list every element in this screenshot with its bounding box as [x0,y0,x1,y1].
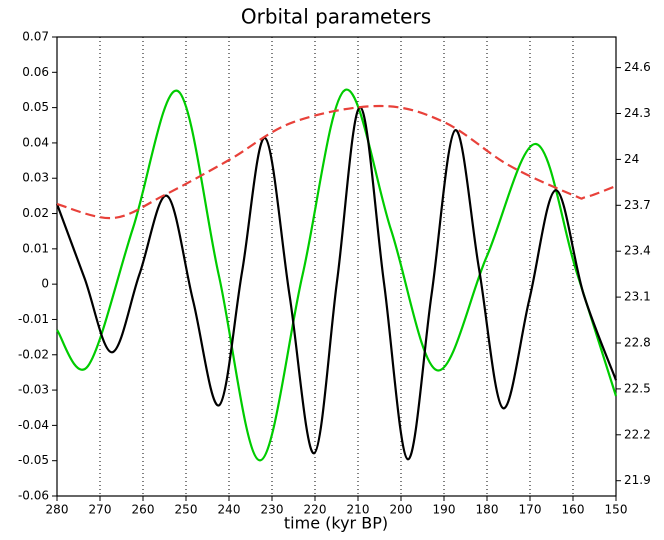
y2-tick-label: 24.3 [624,106,651,120]
y-tick-label: 0 [41,277,49,291]
x-tick-label: 220 [304,503,327,517]
y-tick-label: 0.04 [22,135,49,149]
x-tick-label: 280 [46,503,69,517]
y-tick-label: -0.02 [18,347,49,361]
y-tick-label: 0.05 [22,100,49,114]
y-tick-label: 0.07 [22,30,49,44]
chart-title: Orbital parameters [241,5,431,29]
series-line [55,106,618,461]
y-tick-label: 0.02 [22,206,49,220]
y2-tick-label: 21.9 [624,473,651,487]
y-tick-label: 0.01 [22,241,49,255]
x-tick-label: 170 [519,503,542,517]
y2-tick-label: 22.2 [624,427,651,441]
y2-tick-label: 22.8 [624,336,651,350]
y-tick-label: -0.04 [18,418,49,432]
y-tick-label: -0.03 [18,383,49,397]
y2-tick-label: 24.6 [624,60,651,74]
y-tick-label: -0.06 [18,489,49,503]
plot-frame [56,36,617,497]
y2-tick-label: 23.7 [624,198,651,212]
y-tick-label: -0.01 [18,312,49,326]
x-axis-label: time (kyr BP) [284,514,388,533]
y2-tick-label: 24 [624,152,639,166]
x-tick-label: 250 [175,503,198,517]
x-tick-label: 270 [89,503,112,517]
x-tick-label: 180 [476,503,499,517]
y-tick-label: 0.06 [22,65,49,79]
x-tick-label: 260 [132,503,155,517]
x-tick-label: 210 [347,503,370,517]
x-tick-label: 150 [605,503,628,517]
y-tick-label: 0.03 [22,171,49,185]
y2-tick-label: 23.1 [624,290,651,304]
x-tick-label: 230 [261,503,284,517]
y-tick-label: -0.05 [18,453,49,467]
series-line [56,88,618,462]
x-tick-label: 160 [562,503,585,517]
x-tick-label: 200 [390,503,413,517]
x-tick-label: 190 [433,503,456,517]
series-line [56,104,617,220]
y2-tick-label: 22.5 [624,381,651,395]
y2-tick-label: 23.4 [624,244,651,258]
x-tick-label: 240 [218,503,241,517]
